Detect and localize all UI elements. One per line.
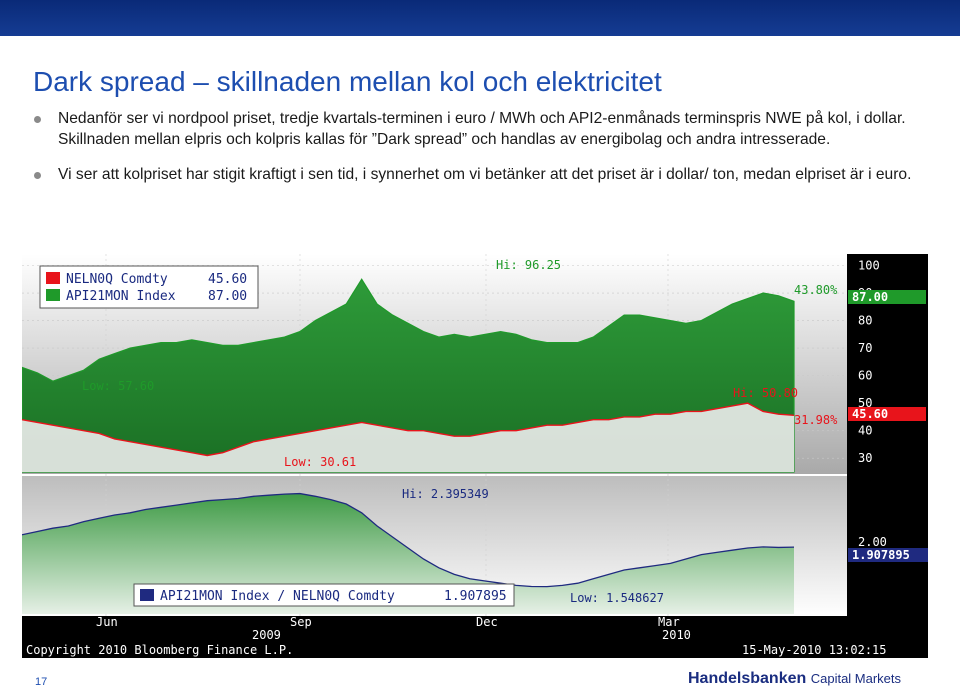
copyright-text: Copyright 2010 Bloomberg Finance L.P. <box>26 643 293 657</box>
legend-swatch-elec <box>46 272 60 284</box>
legend-label-coal: API21MON Index <box>66 289 176 304</box>
page-number: 17 <box>35 676 48 688</box>
top-legend-box <box>39 265 259 309</box>
bullet-text: Vi ser att kolpriset har stigit kraftigt… <box>58 166 912 183</box>
top-series-group <box>22 278 795 473</box>
bullet-list: Nedanför ser vi nordpool priset, tredje … <box>34 108 934 199</box>
x-label-sep: Sep <box>290 615 312 629</box>
annotation-low-elec: Low: 30.61 <box>284 455 356 469</box>
coal-last-value: 87.00 <box>852 290 888 304</box>
legend-value-ratio: 1.907895 <box>444 589 507 604</box>
annotation-hi: Hi: 96.25 <box>496 258 561 272</box>
annotation-low-coal: Low: 57.60 <box>82 379 154 393</box>
legend-swatch-coal <box>46 289 60 301</box>
legend-value-coal: 87.00 <box>208 289 247 304</box>
bloomberg-chart: NELN0Q Comdty 45.60 API21MON Index 87.00… <box>22 254 928 658</box>
bullet-text: Nedanför ser vi nordpool priset, tredje … <box>58 110 906 148</box>
timestamp-text: 15-May-2010 13:02:15 <box>742 643 887 657</box>
bullet-item: Nedanför ser vi nordpool priset, tredje … <box>34 108 934 150</box>
chart-svg: NELN0Q Comdty 45.60 API21MON Index 87.00… <box>22 254 928 658</box>
bullet-dot-icon <box>34 172 41 179</box>
bullet-item: Vi ser att kolpriset har stigit kraftigt… <box>34 164 934 185</box>
annotation-ratio-hi: Hi: 2.395349 <box>402 487 489 501</box>
annotation-hi-elec: Hi: 50.80 <box>733 386 798 400</box>
elec-line <box>22 402 795 457</box>
annotation-pct-lower: 31.98% <box>794 413 838 427</box>
ratio-y-tick: 2.00 <box>858 535 887 549</box>
elec-last-value-tag <box>848 407 926 421</box>
x-label-mar: Mar <box>658 615 680 629</box>
top-y-tick-70: 70 <box>858 341 872 355</box>
slide-title: Dark spread – skillnaden mellan kol och … <box>33 66 662 97</box>
top-y-tick-40: 40 <box>858 424 872 438</box>
header-bar <box>0 0 960 36</box>
legend-value-elec: 45.60 <box>208 272 247 287</box>
bullet-dot-icon <box>34 116 41 123</box>
ratio-last-value-tag <box>848 548 928 562</box>
logo-main-text: Handelsbanken <box>688 670 807 687</box>
bottom-legend-box <box>133 583 515 607</box>
year-label-2010: 2010 <box>662 628 691 642</box>
top-y-tick-30: 30 <box>858 451 872 465</box>
year-label-2009: 2009 <box>252 628 281 642</box>
top-y-tick-50: 50 <box>858 396 872 410</box>
x-label-jun: Jun <box>96 615 118 629</box>
legend-label-elec: NELN0Q Comdty <box>66 272 168 287</box>
top-y-tick-100: 100 <box>858 259 880 273</box>
annotation-pct-upper: 43.80% <box>794 283 838 297</box>
x-axis-bg <box>22 616 928 658</box>
ratio-line <box>22 492 795 588</box>
logo-sub-text: Capital Markets <box>810 671 902 686</box>
annotation-ratio-low: Low: 1.548627 <box>570 591 664 605</box>
x-label-dec: Dec <box>476 615 498 629</box>
legend-label-ratio: API21MON Index / NELN0Q Comdty <box>160 589 395 604</box>
coal-last-value-tag <box>848 290 926 304</box>
top-y-tick-80: 80 <box>858 314 872 328</box>
top-y-tick-60: 60 <box>858 369 872 383</box>
legend-swatch-ratio <box>140 589 154 601</box>
ratio-last-value: 1.907895 <box>852 548 910 562</box>
company-logo: Handelsbanken Capital Markets <box>688 670 901 688</box>
elec-last-value: 45.60 <box>852 407 888 421</box>
